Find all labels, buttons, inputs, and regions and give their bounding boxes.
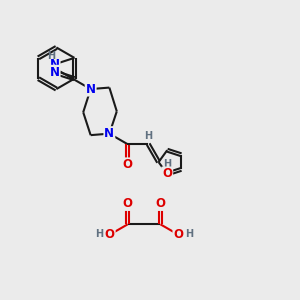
Text: O: O bbox=[123, 197, 133, 210]
Text: H: H bbox=[144, 131, 152, 141]
Text: O: O bbox=[105, 228, 115, 241]
Text: N: N bbox=[85, 82, 96, 96]
Text: O: O bbox=[162, 167, 172, 180]
Text: N: N bbox=[104, 127, 114, 140]
Text: H: H bbox=[48, 51, 56, 61]
Text: H: H bbox=[95, 229, 103, 239]
Text: H: H bbox=[164, 159, 172, 169]
Text: O: O bbox=[122, 158, 132, 171]
Text: O: O bbox=[173, 228, 183, 241]
Text: O: O bbox=[155, 197, 165, 210]
Text: H: H bbox=[185, 229, 193, 239]
Text: N: N bbox=[50, 58, 60, 71]
Text: N: N bbox=[50, 66, 60, 79]
